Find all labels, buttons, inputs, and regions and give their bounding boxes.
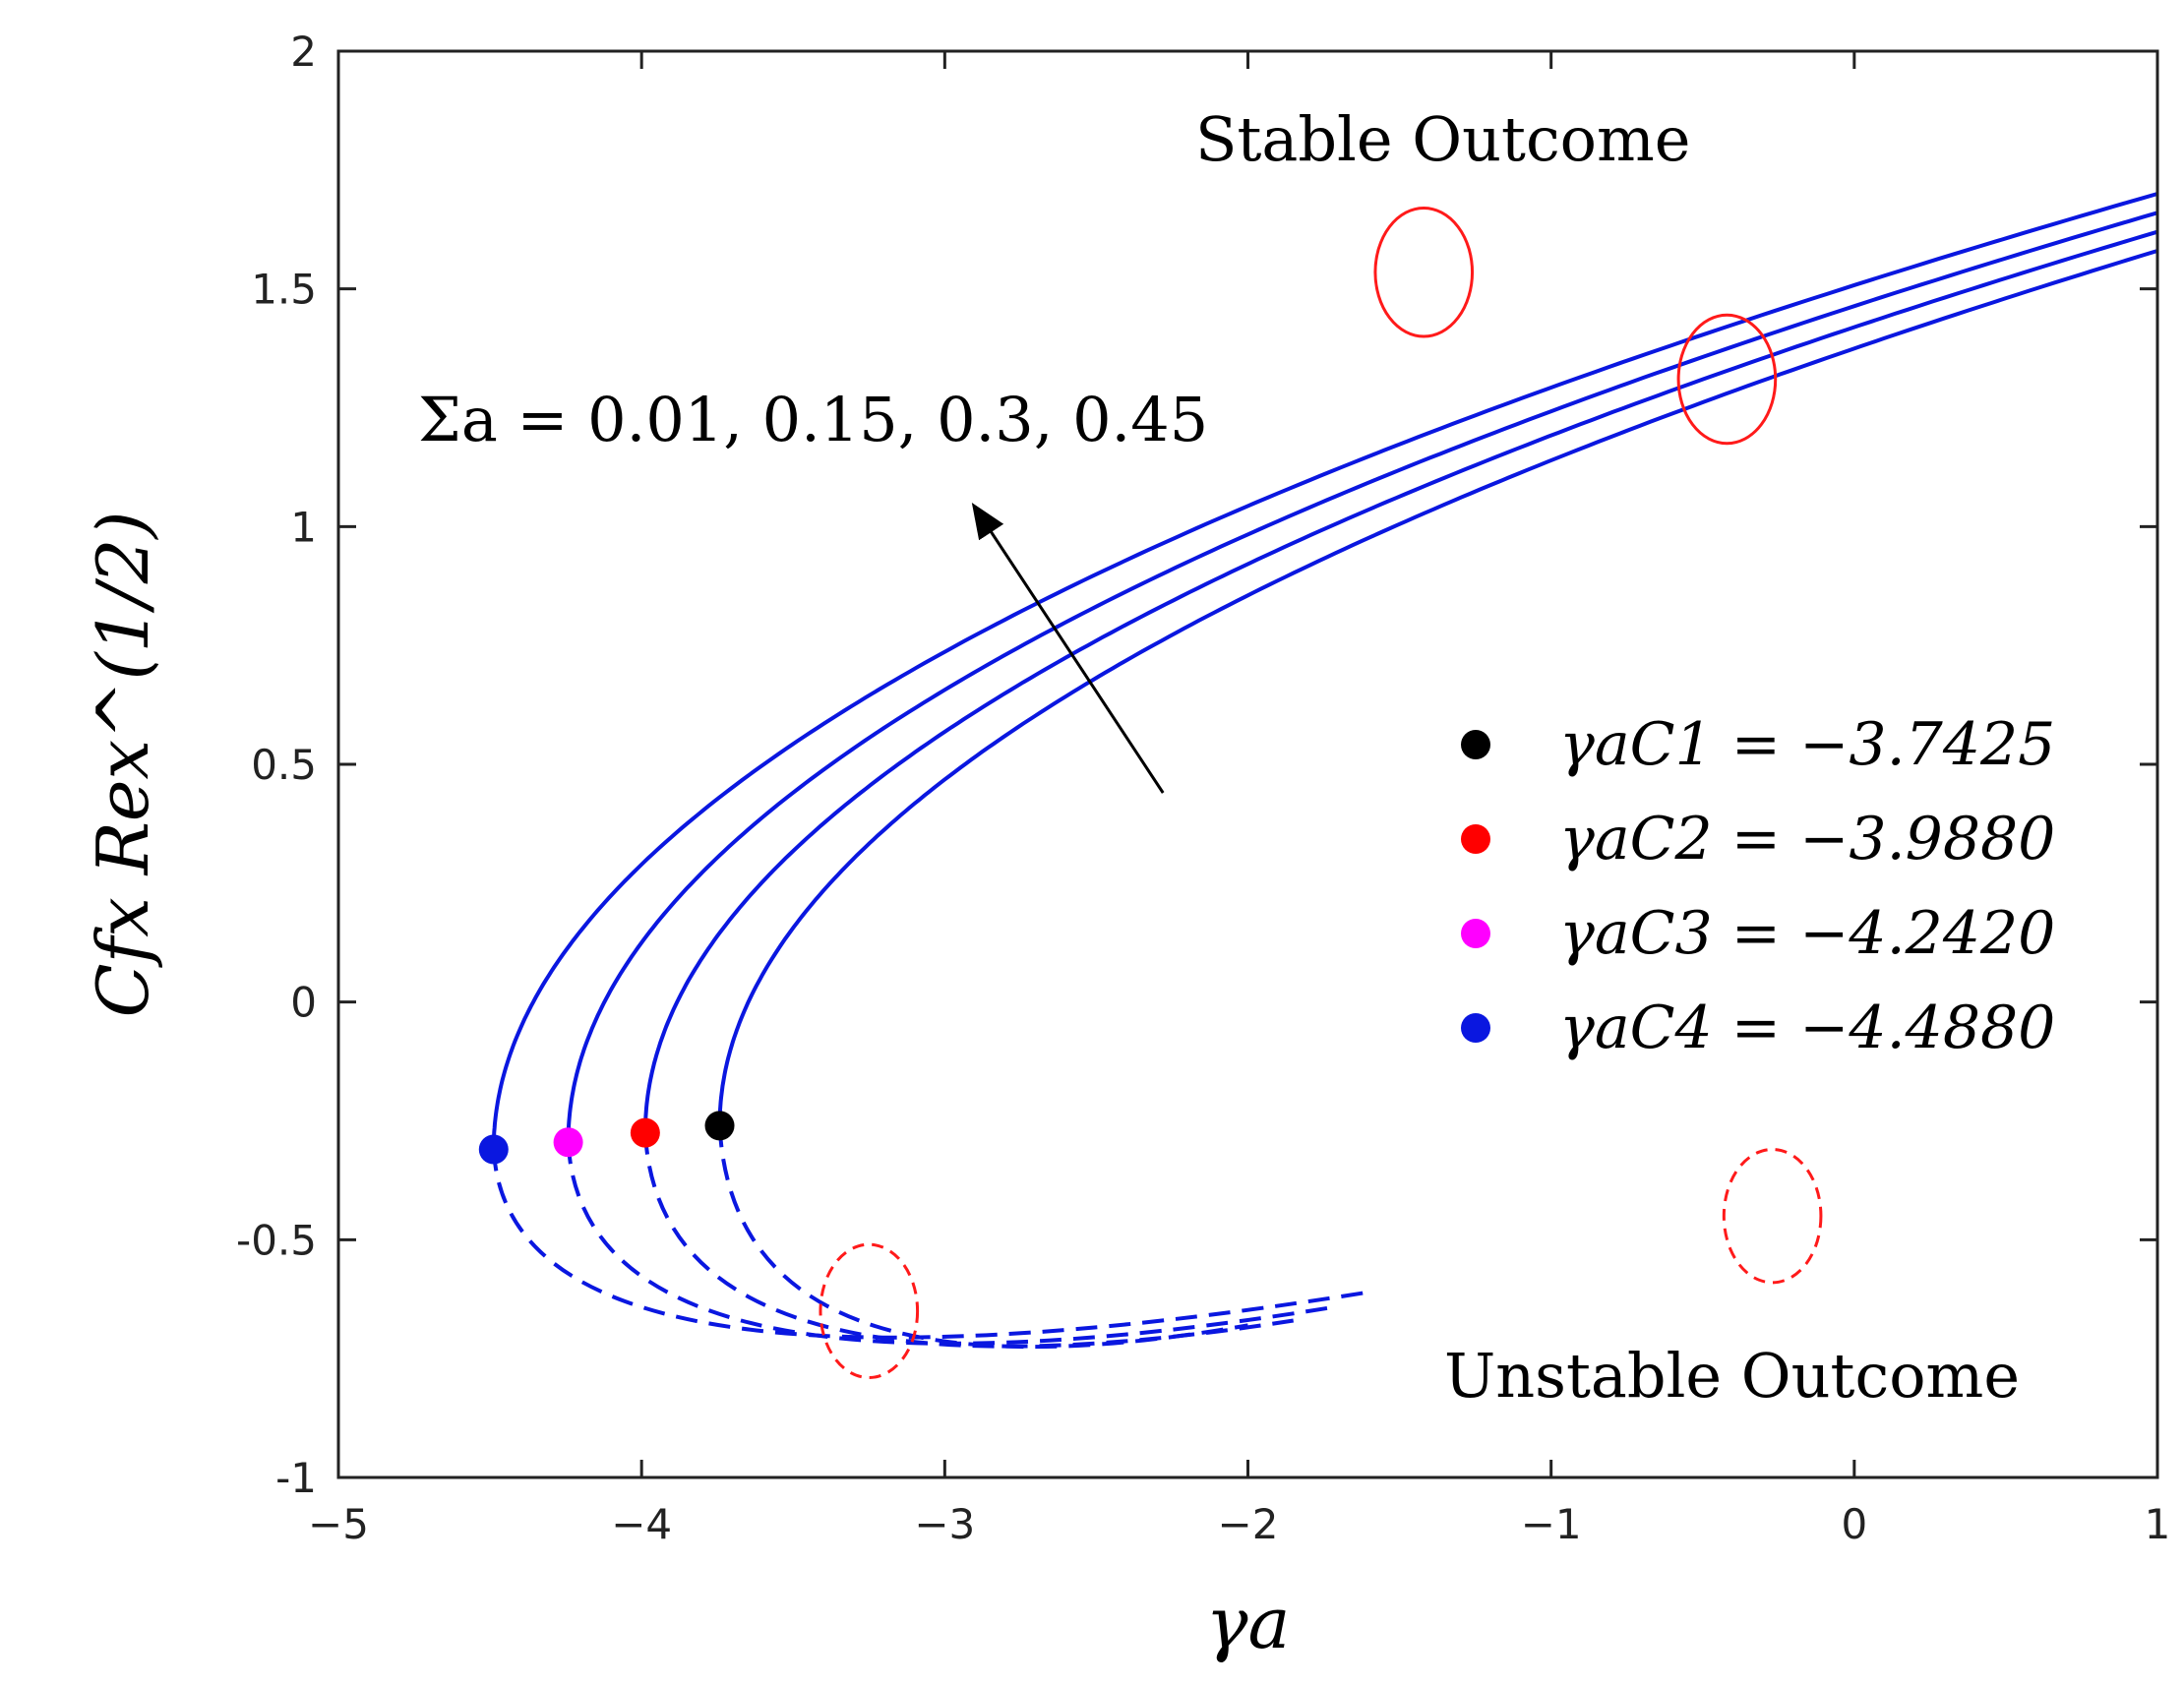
- stable-outcome-label: Stable Outcome: [1195, 103, 1690, 175]
- legend-label-c4: γaC4 = −4.4880: [1559, 994, 2055, 1062]
- critical-point-c3: [553, 1127, 583, 1158]
- unstable-ellipse-free: [1722, 1148, 1823, 1285]
- legend-marker-c1: [1461, 730, 1490, 759]
- x-tick-label: −5: [308, 1500, 369, 1548]
- critical-point-c2: [630, 1117, 660, 1148]
- unstable-outcome-label: Unstable Outcome: [1444, 1340, 2020, 1412]
- legend-marker-c2: [1461, 824, 1490, 854]
- ticks-layer: −5 −4 −3 −2 −1 0 1 -1 -0.5 0 0.5 1 1.5 2: [236, 28, 2170, 1548]
- sigma-direction-arrow: [971, 502, 1165, 794]
- legend: γaC1 = −3.7425 γaC2 = −3.9880 γaC3 = −4.…: [1461, 710, 2055, 1062]
- y-tick-label: 1: [290, 503, 317, 551]
- x-axis-label: γa: [1206, 1582, 1291, 1664]
- y-tick-label: 1.5: [251, 266, 317, 314]
- legend-label-c3: γaC3 = −4.2420: [1559, 899, 2055, 968]
- ellipses-layer: [819, 207, 1823, 1380]
- plot-frame: [336, 49, 2159, 1479]
- critical-points-layer: [478, 1111, 735, 1165]
- y-tick-label: 0: [290, 979, 317, 1027]
- critical-point-c1: [704, 1111, 735, 1141]
- legend-marker-c4: [1461, 1013, 1490, 1043]
- upper-branch-3: [642, 229, 2158, 1133]
- lower-branch-1: [491, 1149, 1370, 1340]
- lower-branch-4: [717, 1125, 1248, 1350]
- x-tick-label: 0: [1841, 1500, 1867, 1548]
- critical-point-c4: [478, 1134, 509, 1165]
- x-tick-label: −4: [611, 1500, 672, 1548]
- upper-branch-4: [717, 249, 2158, 1126]
- legend-label-c1: γaC1 = −3.7425: [1559, 710, 2055, 779]
- x-tick-label: −3: [914, 1500, 975, 1548]
- upper-branch-2: [566, 211, 2158, 1143]
- y-axis-label: Cfx Rex^(1/2): [82, 511, 164, 1017]
- sigma-values-label: Σa = 0.01, 0.15, 0.3, 0.45: [418, 384, 1208, 455]
- stable-ellipse-curves: [1676, 313, 1778, 446]
- lower-branch-2: [566, 1142, 1340, 1346]
- y-tick-label: 2: [290, 28, 317, 76]
- curves-layer: [491, 192, 2158, 1350]
- lower-branch-3: [642, 1132, 1295, 1349]
- x-tick-label: 1: [2145, 1500, 2171, 1548]
- y-tick-label: -0.5: [236, 1216, 317, 1264]
- stable-ellipse-free: [1373, 207, 1475, 338]
- upper-branch-1: [491, 192, 2158, 1150]
- y-tick-label: -1: [275, 1454, 317, 1502]
- x-tick-label: −1: [1521, 1500, 1582, 1548]
- x-tick-label: −2: [1218, 1500, 1279, 1548]
- y-tick-label: 0.5: [251, 741, 317, 789]
- legend-marker-c3: [1461, 919, 1490, 948]
- legend-label-c2: γaC2 = −3.9880: [1559, 805, 2055, 873]
- unstable-ellipse-curves: [819, 1242, 920, 1380]
